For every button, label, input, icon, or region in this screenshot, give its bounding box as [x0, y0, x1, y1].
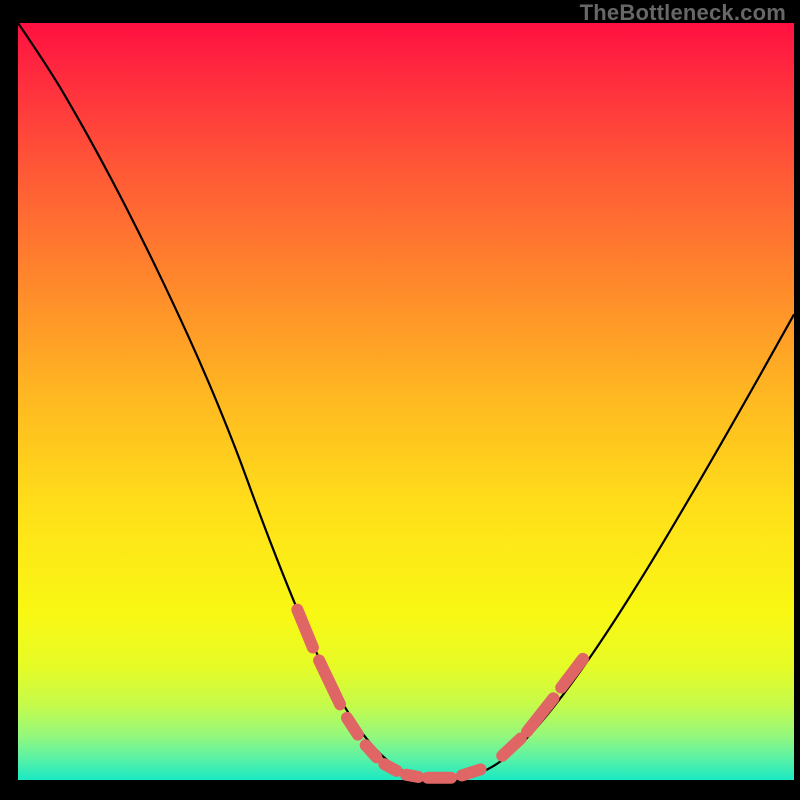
chart-container: TheBottleneck.com — [0, 0, 800, 800]
bottleneck-chart — [0, 0, 800, 800]
dash-segment — [462, 769, 481, 775]
plot-background — [18, 23, 794, 780]
dash-segment — [384, 764, 396, 771]
dash-segment — [366, 745, 377, 757]
dash-segment — [406, 775, 418, 777]
watermark-text: TheBottleneck.com — [580, 0, 786, 26]
